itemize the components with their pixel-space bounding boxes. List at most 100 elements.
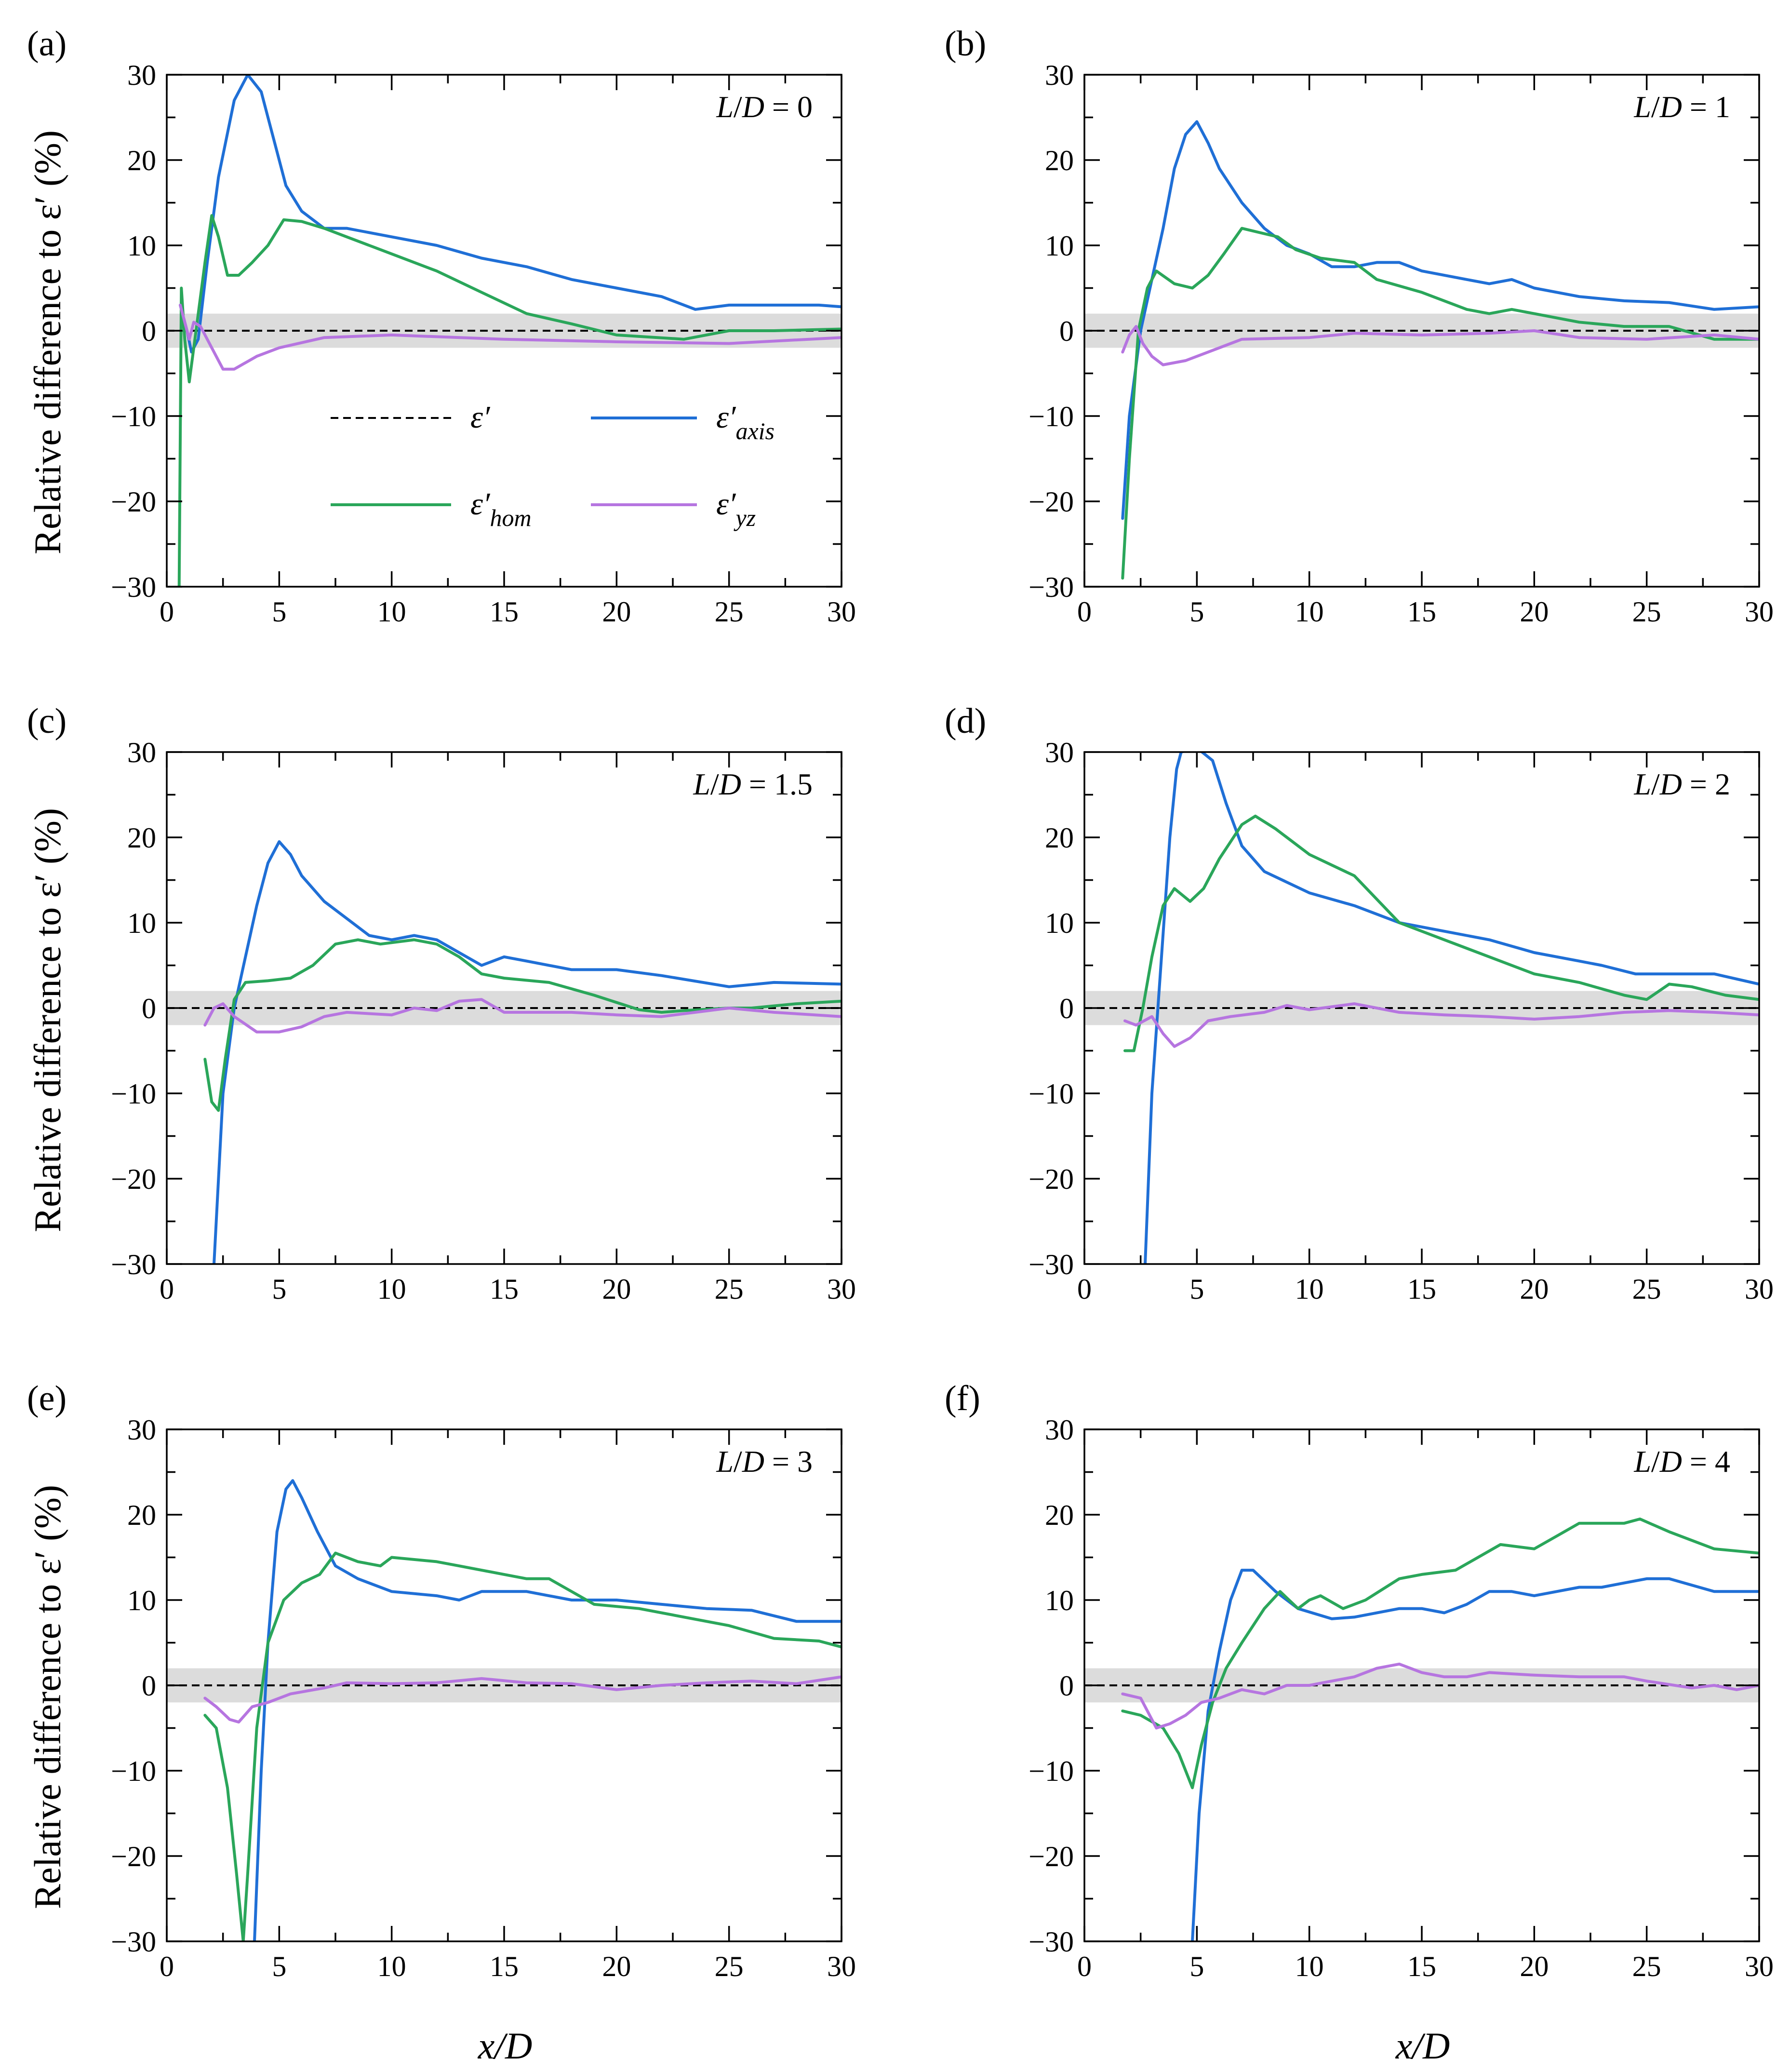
panel-annotation: L/D = 4	[1633, 1444, 1730, 1479]
panel-letter: (f)	[945, 1379, 980, 1418]
y-axis: −30 −20 −10 0 10 20 30	[1029, 737, 1759, 1280]
x-tick-label: 5	[272, 1273, 286, 1305]
series-line-hom	[177, 214, 842, 587]
panel-annotation: L/D = 1	[1633, 90, 1730, 124]
y-tick-label: −20	[1029, 486, 1074, 518]
annotation-slash: /	[1651, 767, 1660, 801]
panel-annotation: L/D = 1.5	[693, 767, 813, 801]
legend-subscript: axis	[735, 417, 775, 444]
y-tick-label: 30	[127, 1414, 156, 1446]
y-tick-label: 10	[1045, 907, 1074, 939]
series-line-yz	[1121, 325, 1759, 366]
x-axis: 0 5 10 15 20 25 30	[160, 752, 856, 1305]
y-tick-label: −30	[111, 571, 156, 603]
y-tick-label: 0	[1059, 1670, 1074, 1702]
x-tick-label: 15	[490, 596, 519, 628]
annotation-D: D	[1659, 1444, 1682, 1479]
series-line-yz	[203, 1675, 842, 1724]
x-tick-label: 5	[272, 596, 286, 628]
series-group	[177, 75, 842, 587]
x-tick-label: 0	[160, 596, 174, 628]
x-axis-title-left: x/D	[478, 2025, 533, 2067]
x-tick-label: 25	[715, 1273, 744, 1305]
x-tick-label: 10	[1295, 596, 1324, 628]
y-tick-label: 30	[1045, 737, 1074, 768]
series-line-axis	[1191, 1569, 1759, 1941]
series-group	[1121, 1517, 1759, 1941]
annotation-slash: /	[1651, 1444, 1660, 1479]
y-tick-label: −30	[111, 1249, 156, 1280]
annotation-rest: = 1	[1682, 90, 1730, 124]
series-line-yz	[1123, 1002, 1759, 1048]
y-tick-label: −30	[1029, 1249, 1074, 1280]
x-tick-label: 15	[490, 1951, 519, 1982]
x-tick-label: 30	[827, 596, 856, 628]
x-tick-label: 10	[377, 596, 406, 628]
y-tick-label: −30	[1029, 571, 1074, 603]
y-tick-label: 10	[127, 1585, 156, 1616]
tolerance-band	[1084, 991, 1759, 1025]
series-group	[1123, 752, 1759, 1264]
panel-annotation: L/D = 0	[716, 90, 813, 124]
panel-letter: (d)	[945, 701, 986, 741]
chart-panel-1: 0 5 10 15 20 25 30 −30 −20 −10 0 10 20 30 (a) L/D = 0 ε′…	[27, 24, 856, 628]
series-line-hom	[203, 938, 842, 1112]
annotation-D: D	[1659, 767, 1682, 801]
y-axis-title-middle: Relative difference to ε′ (%)	[27, 808, 68, 1232]
chart-panel-4: 0 5 10 15 20 25 30 −30 −20 −10 0 10 20 30 (d) L/D = 2	[945, 701, 1774, 1305]
annotation-slash: /	[734, 90, 742, 124]
series-line-hom	[1121, 1517, 1759, 1789]
y-tick-label: 20	[127, 1499, 156, 1531]
x-tick-label: 30	[827, 1951, 856, 1982]
series-line-yz	[1121, 1662, 1759, 1730]
annotation-L: L	[1633, 767, 1651, 801]
y-tick-label: −10	[1029, 1755, 1074, 1787]
panel-letter: (e)	[27, 1379, 67, 1418]
y-tick-label: 30	[127, 59, 156, 91]
chart-panel-6: 0 5 10 15 20 25 30 −30 −20 −10 0 10 20 30 (f) L/D = 4	[945, 1379, 1774, 1982]
x-tick-label: 30	[1745, 1273, 1774, 1305]
x-tick-label: 20	[602, 596, 631, 628]
y-tick-label: 10	[127, 907, 156, 939]
legend-subscript: hom	[490, 504, 531, 531]
annotation-D: D	[742, 90, 764, 124]
annotation-L: L	[1633, 90, 1651, 124]
annotation-rest: = 4	[1682, 1444, 1730, 1479]
annotation-D: D	[742, 1444, 764, 1479]
y-axis: −30 −20 −10 0 10 20 30	[111, 737, 842, 1280]
series-line-axis	[1121, 120, 1759, 520]
annotation-L: L	[693, 767, 710, 801]
y-axis: −30 −20 −10 0 10 20 30	[111, 59, 842, 603]
y-tick-label: −20	[111, 1841, 156, 1872]
x-tick-label: 25	[1632, 596, 1661, 628]
y-tick-label: 0	[1059, 993, 1074, 1024]
annotation-D: D	[719, 767, 741, 801]
y-axis: −30 −20 −10 0 10 20 30	[1029, 1414, 1759, 1958]
y-tick-label: −10	[1029, 1078, 1074, 1110]
y-tick-label: 30	[1045, 59, 1074, 91]
y-tick-label: 20	[127, 145, 156, 176]
y-axis: −30 −20 −10 0 10 20 30	[111, 1414, 842, 1958]
y-tick-label: 10	[1045, 230, 1074, 262]
x-tick-label: 15	[490, 1273, 519, 1305]
y-axis-title-top: Relative difference to ε′ (%)	[27, 130, 68, 554]
x-tick-label: 0	[1077, 1273, 1092, 1305]
y-tick-label: 10	[1045, 1585, 1074, 1616]
chart-panel-5: 0 5 10 15 20 25 30 −30 −20 −10 0 10 20 30 (e) L/D = 3	[27, 1379, 856, 1982]
legend-subscript: yz	[733, 504, 756, 531]
x-tick-label: 10	[1295, 1951, 1324, 1982]
x-axis: 0 5 10 15 20 25 30	[1077, 1429, 1774, 1982]
x-tick-label: 5	[1189, 1273, 1204, 1305]
y-tick-label: 30	[127, 737, 156, 768]
legend-label-eps: ε′	[470, 400, 491, 435]
series-line-hom	[203, 1551, 842, 1941]
x-tick-label: 5	[1189, 1951, 1204, 1982]
y-tick-label: −30	[111, 1926, 156, 1958]
series-group	[203, 1479, 842, 1941]
annotation-rest: = 3	[764, 1444, 813, 1479]
x-tick-label: 30	[1745, 596, 1774, 628]
x-tick-label: 30	[827, 1273, 856, 1305]
